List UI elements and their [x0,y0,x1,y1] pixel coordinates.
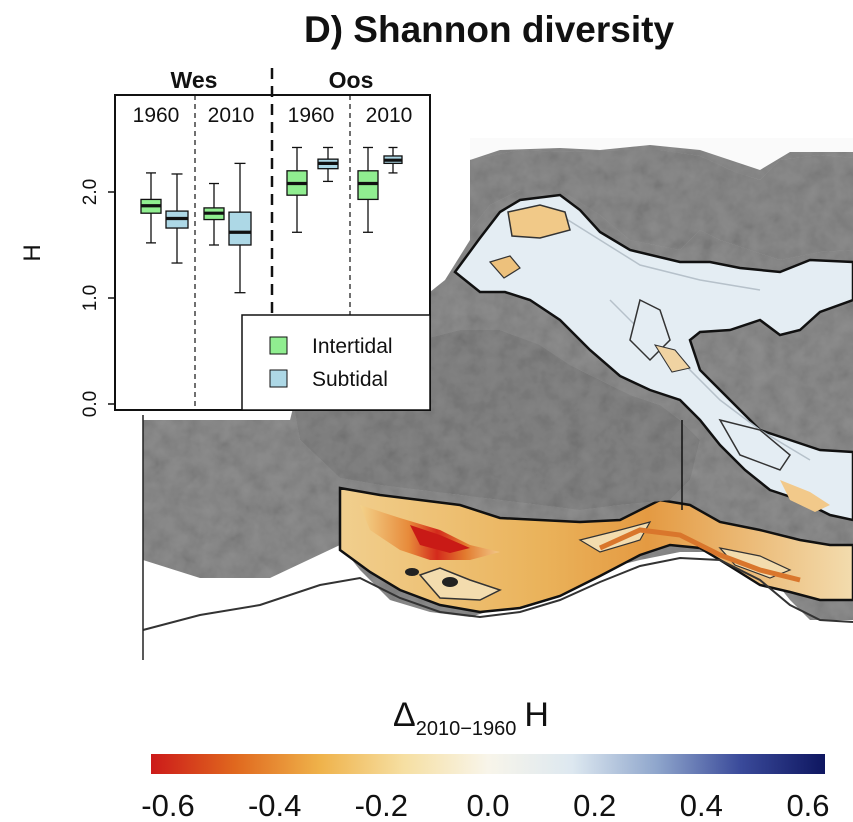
colorbar-tick-label: -0.6 [141,788,194,822]
box-wes-2010-intertidal [203,182,225,246]
period-label-oos-2010: 2010 [366,104,413,127]
colorbar-title-suffix: H [524,696,549,734]
period-label-wes-1960: 1960 [133,104,180,127]
box-oos-1960-subtidal [317,146,339,183]
box-iqr [228,211,252,246]
period-label-oos-1960: 1960 [288,104,335,127]
box-oos-1960-intertidal [286,146,308,233]
map [142,138,853,660]
westerschelde-water [338,486,853,614]
box-wes-2010-subtidal [228,162,252,294]
colorbar-tick-label: -0.2 [355,788,408,822]
colorbar: Δ2010−1960 H -0.6 -0.4 -0.2 0.0 0.2 0.4 0.6 [141,696,829,822]
group-label-wes: Wes [171,67,218,93]
legend-swatch-subtidal [269,369,288,388]
legend-swatch-intertidal [269,336,288,355]
colorbar-tick-label: 0.2 [573,788,616,822]
legend: Intertidal Subtidal [241,314,431,411]
colorbar-title-delta: Δ [393,696,416,734]
colorbar-tick-label: 0.4 [680,788,723,822]
y-tick-label: 1.0 [80,285,101,311]
colorbar-title: Δ2010−1960 H [393,696,549,740]
y-axis-label: H [19,244,46,261]
colorbar-ramp [151,754,825,774]
y-axis: 0.0 1.0 2.0 H [19,140,116,417]
legend-label-intertidal: Intertidal [312,335,393,358]
box-oos-2010-intertidal [357,146,379,233]
chart-title: D) Shannon diversity [304,9,674,50]
map-land-north [470,150,853,260]
y-tick-label: 0.0 [80,391,101,417]
group-label-oos: Oos [329,67,374,93]
period-label-wes-2010: 2010 [208,104,255,127]
legend-frame [241,314,431,411]
colorbar-tick-label: 0.0 [466,788,509,822]
y-tick-label: 2.0 [80,179,101,205]
box-wes-1960-intertidal [140,172,162,244]
oosterschelde-water [453,193,853,522]
box-wes-1960-subtidal [165,173,189,264]
colorbar-tick-label: 0.6 [786,788,829,822]
box-series [140,146,403,294]
colorbar-title-sub: 2010−1960 [416,718,517,740]
colorbar-tick-label: -0.4 [248,788,301,822]
inset-boxplot: Wes Oos 1960 2010 1960 2010 0.01.02.0 H … [19,67,431,417]
map-southern-coast [142,556,853,631]
box-oos-2010-subtidal [383,146,403,174]
legend-label-subtidal: Subtidal [312,368,388,391]
